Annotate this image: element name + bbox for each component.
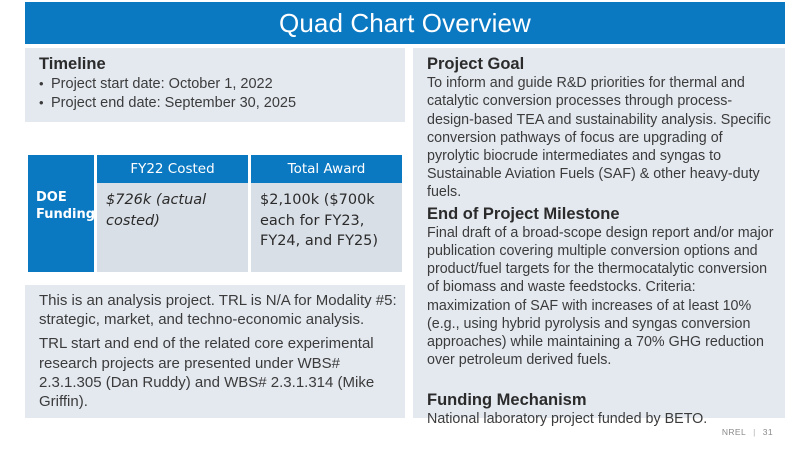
slide-title-bar: Quad Chart Overview bbox=[25, 2, 785, 44]
end-of-project-milestone-body: Final draft of a broad-scope design repo… bbox=[427, 224, 774, 369]
table-corner-cell bbox=[28, 155, 94, 183]
trl-note-panel: This is an analysis project. TRL is N/A … bbox=[25, 285, 405, 418]
cell-total-award: $2,100k ($700k each for FY23, FY24, and … bbox=[251, 183, 402, 272]
trl-note-paragraph-1: This is an analysis project. TRL is N/A … bbox=[39, 292, 397, 329]
list-item: Project start date: October 1, 2022 bbox=[39, 75, 395, 94]
footer-page-number: 31 bbox=[762, 427, 773, 437]
project-goal-heading: Project Goal bbox=[427, 55, 525, 73]
column-header-total-award: Total Award bbox=[251, 155, 402, 183]
timeline-bullet-list: Project start date: October 1, 2022 Proj… bbox=[39, 75, 395, 113]
table-body: DOE Funding $726k (actual costed) $2,100… bbox=[28, 183, 402, 272]
footer-org-label: NREL bbox=[721, 427, 747, 437]
doe-funding-table: FY22 Costed Total Award DOE Funding $726… bbox=[25, 155, 405, 272]
table-row: DOE Funding $726k (actual costed) $2,100… bbox=[28, 183, 402, 272]
trl-note-paragraph-2: TRL start and end of the related core ex… bbox=[39, 335, 375, 410]
column-header-fy22-costed: FY22 Costed bbox=[97, 155, 248, 183]
cell-fy22-costed: $726k (actual costed) bbox=[97, 183, 248, 272]
project-goal-body: To inform and guide R&D priorities for t… bbox=[427, 75, 771, 201]
page-title: Quad Chart Overview bbox=[279, 8, 531, 38]
funding-mechanism-body: National laboratory project funded by BE… bbox=[427, 410, 708, 427]
right-content-panel: Project Goal To inform and guide R&D pri… bbox=[413, 48, 785, 427]
footer-separator: | bbox=[753, 427, 756, 437]
timeline-panel: Timeline Project start date: October 1, … bbox=[25, 48, 405, 122]
table-header-row: FY22 Costed Total Award bbox=[28, 155, 402, 183]
funding-mechanism-heading: Funding Mechanism bbox=[427, 390, 587, 409]
slide-footer: NREL | 31 bbox=[722, 427, 773, 437]
row-header-doe-funding: DOE Funding bbox=[28, 183, 95, 272]
table-header: FY22 Costed Total Award bbox=[28, 155, 402, 183]
timeline-heading: Timeline bbox=[39, 55, 106, 73]
end-of-project-milestone-heading: End of Project Milestone bbox=[427, 204, 620, 223]
list-item: Project end date: September 30, 2025 bbox=[39, 94, 395, 113]
